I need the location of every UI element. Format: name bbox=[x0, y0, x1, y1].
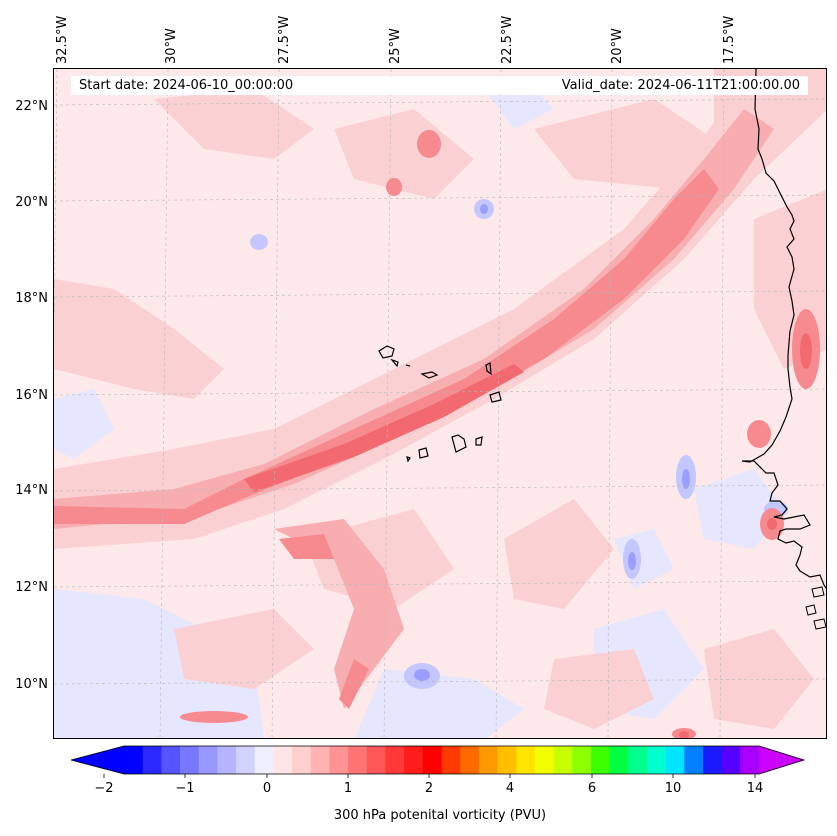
colorbar-tick-label: 2 bbox=[424, 781, 434, 796]
colorbar-segment bbox=[646, 746, 667, 774]
southern-branch-core bbox=[279, 534, 334, 559]
date-banner bbox=[71, 76, 808, 95]
colorbar-segment bbox=[684, 746, 704, 774]
coastal-red-cores bbox=[679, 333, 812, 738]
colorbar-segment bbox=[161, 746, 181, 774]
cape-verde-islands bbox=[378, 345, 502, 463]
colorbar-segment bbox=[124, 746, 144, 774]
colorbar-segment bbox=[721, 746, 741, 774]
colorbar-segment bbox=[609, 746, 629, 774]
colorbar-segment bbox=[460, 746, 480, 774]
colorbar-tick-label: 1 bbox=[343, 781, 353, 796]
colorbar-segment bbox=[740, 746, 760, 774]
lat-label: 22°N bbox=[15, 99, 48, 114]
colorbar-segment bbox=[254, 746, 274, 774]
colorbar-segment bbox=[590, 746, 611, 774]
colorbar bbox=[71, 745, 806, 778]
lat-label: 12°N bbox=[15, 580, 48, 595]
coastline-islets bbox=[805, 586, 826, 630]
colorbar-segment bbox=[665, 746, 685, 774]
colorbar-segment bbox=[310, 746, 330, 774]
colorbar-segment bbox=[180, 746, 200, 774]
pv-contour-field bbox=[54, 69, 826, 738]
colorbar-segment bbox=[329, 746, 349, 774]
colorbar-segment bbox=[553, 746, 573, 774]
southern-branch bbox=[274, 519, 404, 709]
colorbar-tick-label: −1 bbox=[175, 781, 195, 796]
lon-label: 25°W bbox=[388, 28, 403, 64]
lon-label: 20°W bbox=[610, 28, 625, 64]
lon-label: 32.5°W bbox=[55, 15, 70, 64]
colorbar-title: 300 hPa potenital vorticity (PVU) bbox=[333, 808, 547, 823]
coastal-red-spots bbox=[180, 130, 820, 738]
lat-label: 14°N bbox=[15, 483, 48, 498]
start-date-label: Start date: 2024-06-10_00:00:00 bbox=[79, 78, 294, 93]
colorbar-segment bbox=[404, 746, 424, 774]
colorbar-tick-label: 14 bbox=[746, 781, 764, 796]
lat-label: 10°N bbox=[15, 677, 48, 692]
lon-label: 22.5°W bbox=[500, 15, 515, 64]
southern-branch-tail bbox=[339, 659, 369, 709]
colorbar-tick-label: 6 bbox=[587, 781, 597, 796]
colorbar-segment bbox=[236, 746, 256, 774]
colorbar-segment bbox=[385, 746, 405, 774]
lon-label: 17.5°W bbox=[722, 15, 737, 64]
lat-label: 16°N bbox=[15, 388, 48, 403]
valid-date-label: Valid_date: 2024-06-11T21:00:00.00 bbox=[561, 78, 800, 93]
colorbar-tick-label: 4 bbox=[505, 781, 515, 796]
lat-label: 20°N bbox=[15, 195, 48, 210]
lon-label: 27.5°W bbox=[277, 15, 292, 64]
colorbar-outline bbox=[71, 745, 806, 775]
colorbar-tick-label: 0 bbox=[262, 781, 272, 796]
colorbar-segment bbox=[572, 746, 592, 774]
colorbar-tick-label: 10 bbox=[664, 781, 682, 796]
colorbar-segment bbox=[198, 746, 218, 774]
colorbar-segment bbox=[478, 746, 499, 774]
colorbar-segment bbox=[366, 746, 386, 774]
colorbar-segment bbox=[142, 746, 162, 774]
lon-label: 30°W bbox=[164, 28, 179, 64]
colorbar-segment bbox=[534, 746, 555, 774]
colorbar-segment bbox=[497, 746, 517, 774]
colorbar-segment bbox=[273, 746, 293, 774]
colorbar-segment bbox=[217, 746, 237, 774]
pv-map bbox=[53, 68, 827, 739]
colorbar-extend-left bbox=[71, 746, 124, 774]
blue-deep-cores bbox=[414, 204, 690, 681]
colorbar-tick-label: −2 bbox=[94, 781, 114, 796]
colorbar-segment bbox=[348, 746, 368, 774]
colorbar-segment bbox=[628, 746, 648, 774]
colorbar-extend-right bbox=[759, 746, 804, 774]
african-coastline bbox=[741, 69, 826, 590]
colorbar-segment bbox=[516, 746, 536, 774]
jet-core bbox=[244, 364, 524, 492]
graticule bbox=[54, 69, 826, 738]
colorbar-segment bbox=[702, 746, 723, 774]
colorbar-segment bbox=[292, 746, 312, 774]
colorbar-segment bbox=[422, 746, 442, 774]
lat-label: 18°N bbox=[15, 291, 48, 306]
colorbar-segment bbox=[441, 746, 461, 774]
